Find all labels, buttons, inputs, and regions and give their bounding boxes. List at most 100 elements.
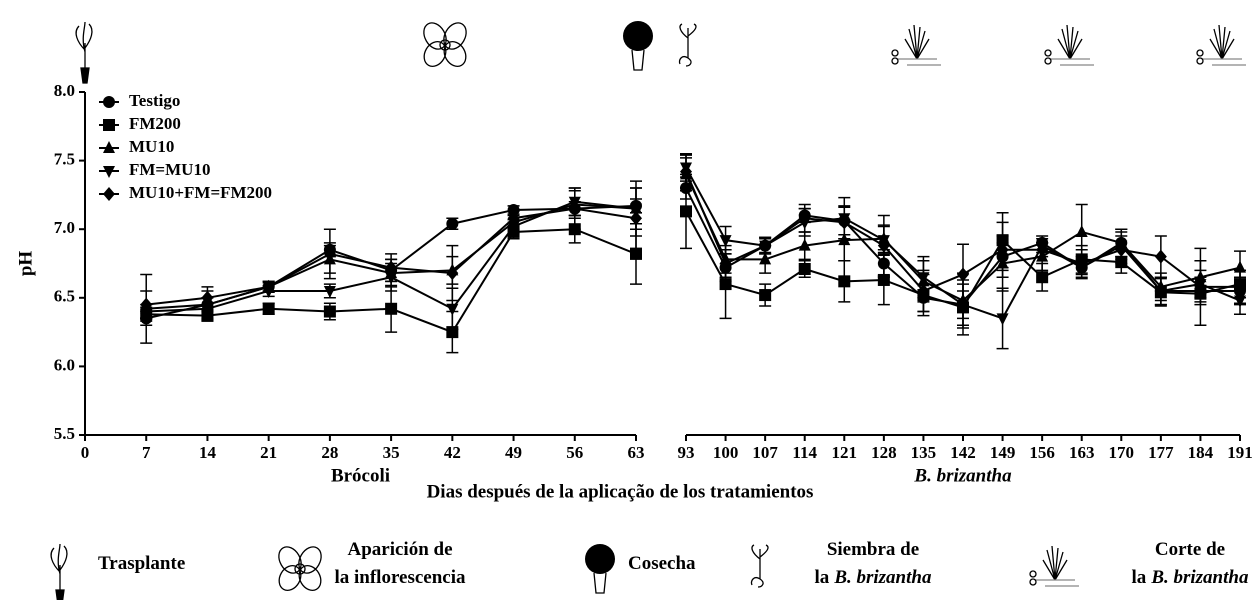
marker — [385, 260, 398, 275]
x-tick-label: 142 — [950, 443, 976, 462]
stage-label-part: Aparición de — [347, 539, 452, 560]
stage-label: la inflorescencia — [334, 567, 466, 588]
x-tick-label: 63 — [628, 443, 645, 462]
stage-label: Corte de — [1155, 539, 1225, 560]
x-tick-label: 93 — [678, 443, 695, 462]
x-tick-label: 42 — [444, 443, 461, 462]
marker — [917, 283, 930, 298]
x-tick-label: 135 — [911, 443, 937, 462]
marker — [719, 235, 732, 248]
panel: 93 100 107 114 121 128 135 142 149 156 163 170 177 18… — [678, 152, 1253, 486]
marker — [996, 313, 1009, 326]
marker — [798, 262, 811, 275]
x-tick-label: 184 — [1188, 443, 1214, 462]
marker — [446, 266, 459, 281]
marker — [140, 297, 153, 312]
marker — [798, 211, 811, 226]
stage-label: la B. brizantha — [815, 567, 932, 588]
stage-label-part: la — [815, 567, 830, 588]
sowing-icon — [750, 544, 769, 588]
cut-icon — [1196, 24, 1247, 66]
x-tick-label: 0 — [81, 443, 90, 462]
stage-label: Trasplante — [98, 553, 185, 574]
harvest-icon — [584, 543, 616, 594]
x-tick-label: 28 — [321, 443, 338, 462]
y-tick-label: 8.0 — [54, 81, 75, 100]
transplant-icon — [75, 21, 93, 84]
marker — [103, 141, 115, 153]
marker — [1075, 224, 1088, 237]
stage-label-part: B. brizantha — [833, 567, 932, 588]
x-tick-label: 156 — [1029, 443, 1055, 462]
marker — [630, 247, 642, 260]
marker — [957, 299, 969, 312]
shared-x-label: Dias después de la aplicação de los trat… — [427, 481, 814, 502]
cut-icon — [1044, 24, 1095, 66]
x-tick-label: 7 — [142, 443, 151, 462]
marker — [759, 238, 772, 253]
marker — [1036, 242, 1049, 257]
y-axis-label: pH — [15, 251, 36, 277]
marker — [103, 187, 115, 201]
marker — [877, 238, 890, 253]
stage-label-part: B. brizantha — [1150, 567, 1249, 588]
marker — [201, 303, 214, 316]
marker — [719, 256, 732, 271]
inflorescence-icon — [273, 542, 327, 595]
cut-icon — [891, 24, 942, 66]
x-axis-label: Brócoli — [331, 465, 390, 486]
marker — [446, 217, 459, 230]
x-tick-label: 114 — [792, 443, 817, 462]
legend-label: FM=MU10 — [129, 160, 210, 179]
marker — [1036, 271, 1049, 284]
marker — [262, 279, 275, 294]
y-tick-label: 7.5 — [54, 150, 75, 169]
marker — [759, 252, 772, 265]
x-tick-label: 191 — [1227, 443, 1253, 462]
marker — [838, 215, 851, 230]
stage-label-part: la — [1132, 567, 1147, 588]
marker — [1115, 242, 1128, 257]
marker — [103, 96, 115, 108]
stage-label-part: Corte de — [1155, 539, 1225, 560]
marker — [201, 290, 214, 305]
marker — [759, 289, 772, 302]
marker — [680, 164, 692, 179]
transplant-icon — [50, 543, 68, 600]
y-tick-label: 5.5 — [54, 424, 75, 443]
marker — [1234, 279, 1246, 294]
legend-label: MU10+FM=FM200 — [129, 183, 272, 202]
x-tick-label: 177 — [1148, 443, 1174, 462]
marker — [262, 302, 275, 315]
stage-label-part: Cosecha — [628, 553, 696, 574]
stage-label-part: la inflorescencia — [334, 567, 466, 588]
x-tick-label: 170 — [1109, 443, 1135, 462]
marker — [798, 238, 811, 251]
sowing-icon — [678, 23, 697, 67]
marker — [507, 211, 520, 226]
stage-label-part: Trasplante — [98, 553, 185, 574]
y-tick-label: 6.5 — [54, 287, 75, 306]
x-tick-label: 128 — [871, 443, 897, 462]
x-tick-label: 56 — [566, 443, 583, 462]
marker — [323, 246, 336, 261]
marker — [877, 273, 890, 286]
stage-label-part: Siembra de — [827, 539, 919, 560]
x-tick-label: 121 — [832, 443, 858, 462]
marker — [1154, 285, 1167, 298]
inflorescence-icon — [418, 18, 472, 71]
stage-label: la B. brizantha — [1132, 567, 1249, 588]
cut-icon — [1029, 545, 1080, 587]
marker — [323, 285, 336, 298]
marker — [446, 303, 459, 316]
x-tick-label: 49 — [505, 443, 522, 462]
marker — [680, 205, 692, 218]
marker — [323, 305, 336, 318]
legend: Testigo FM200 MU10 FM=MU10 MU10+FM=FM200 — [99, 91, 272, 202]
stage-label: Siembra de — [827, 539, 919, 560]
marker — [957, 267, 969, 282]
marker — [1154, 249, 1167, 264]
marker — [103, 119, 115, 131]
marker — [385, 302, 398, 315]
